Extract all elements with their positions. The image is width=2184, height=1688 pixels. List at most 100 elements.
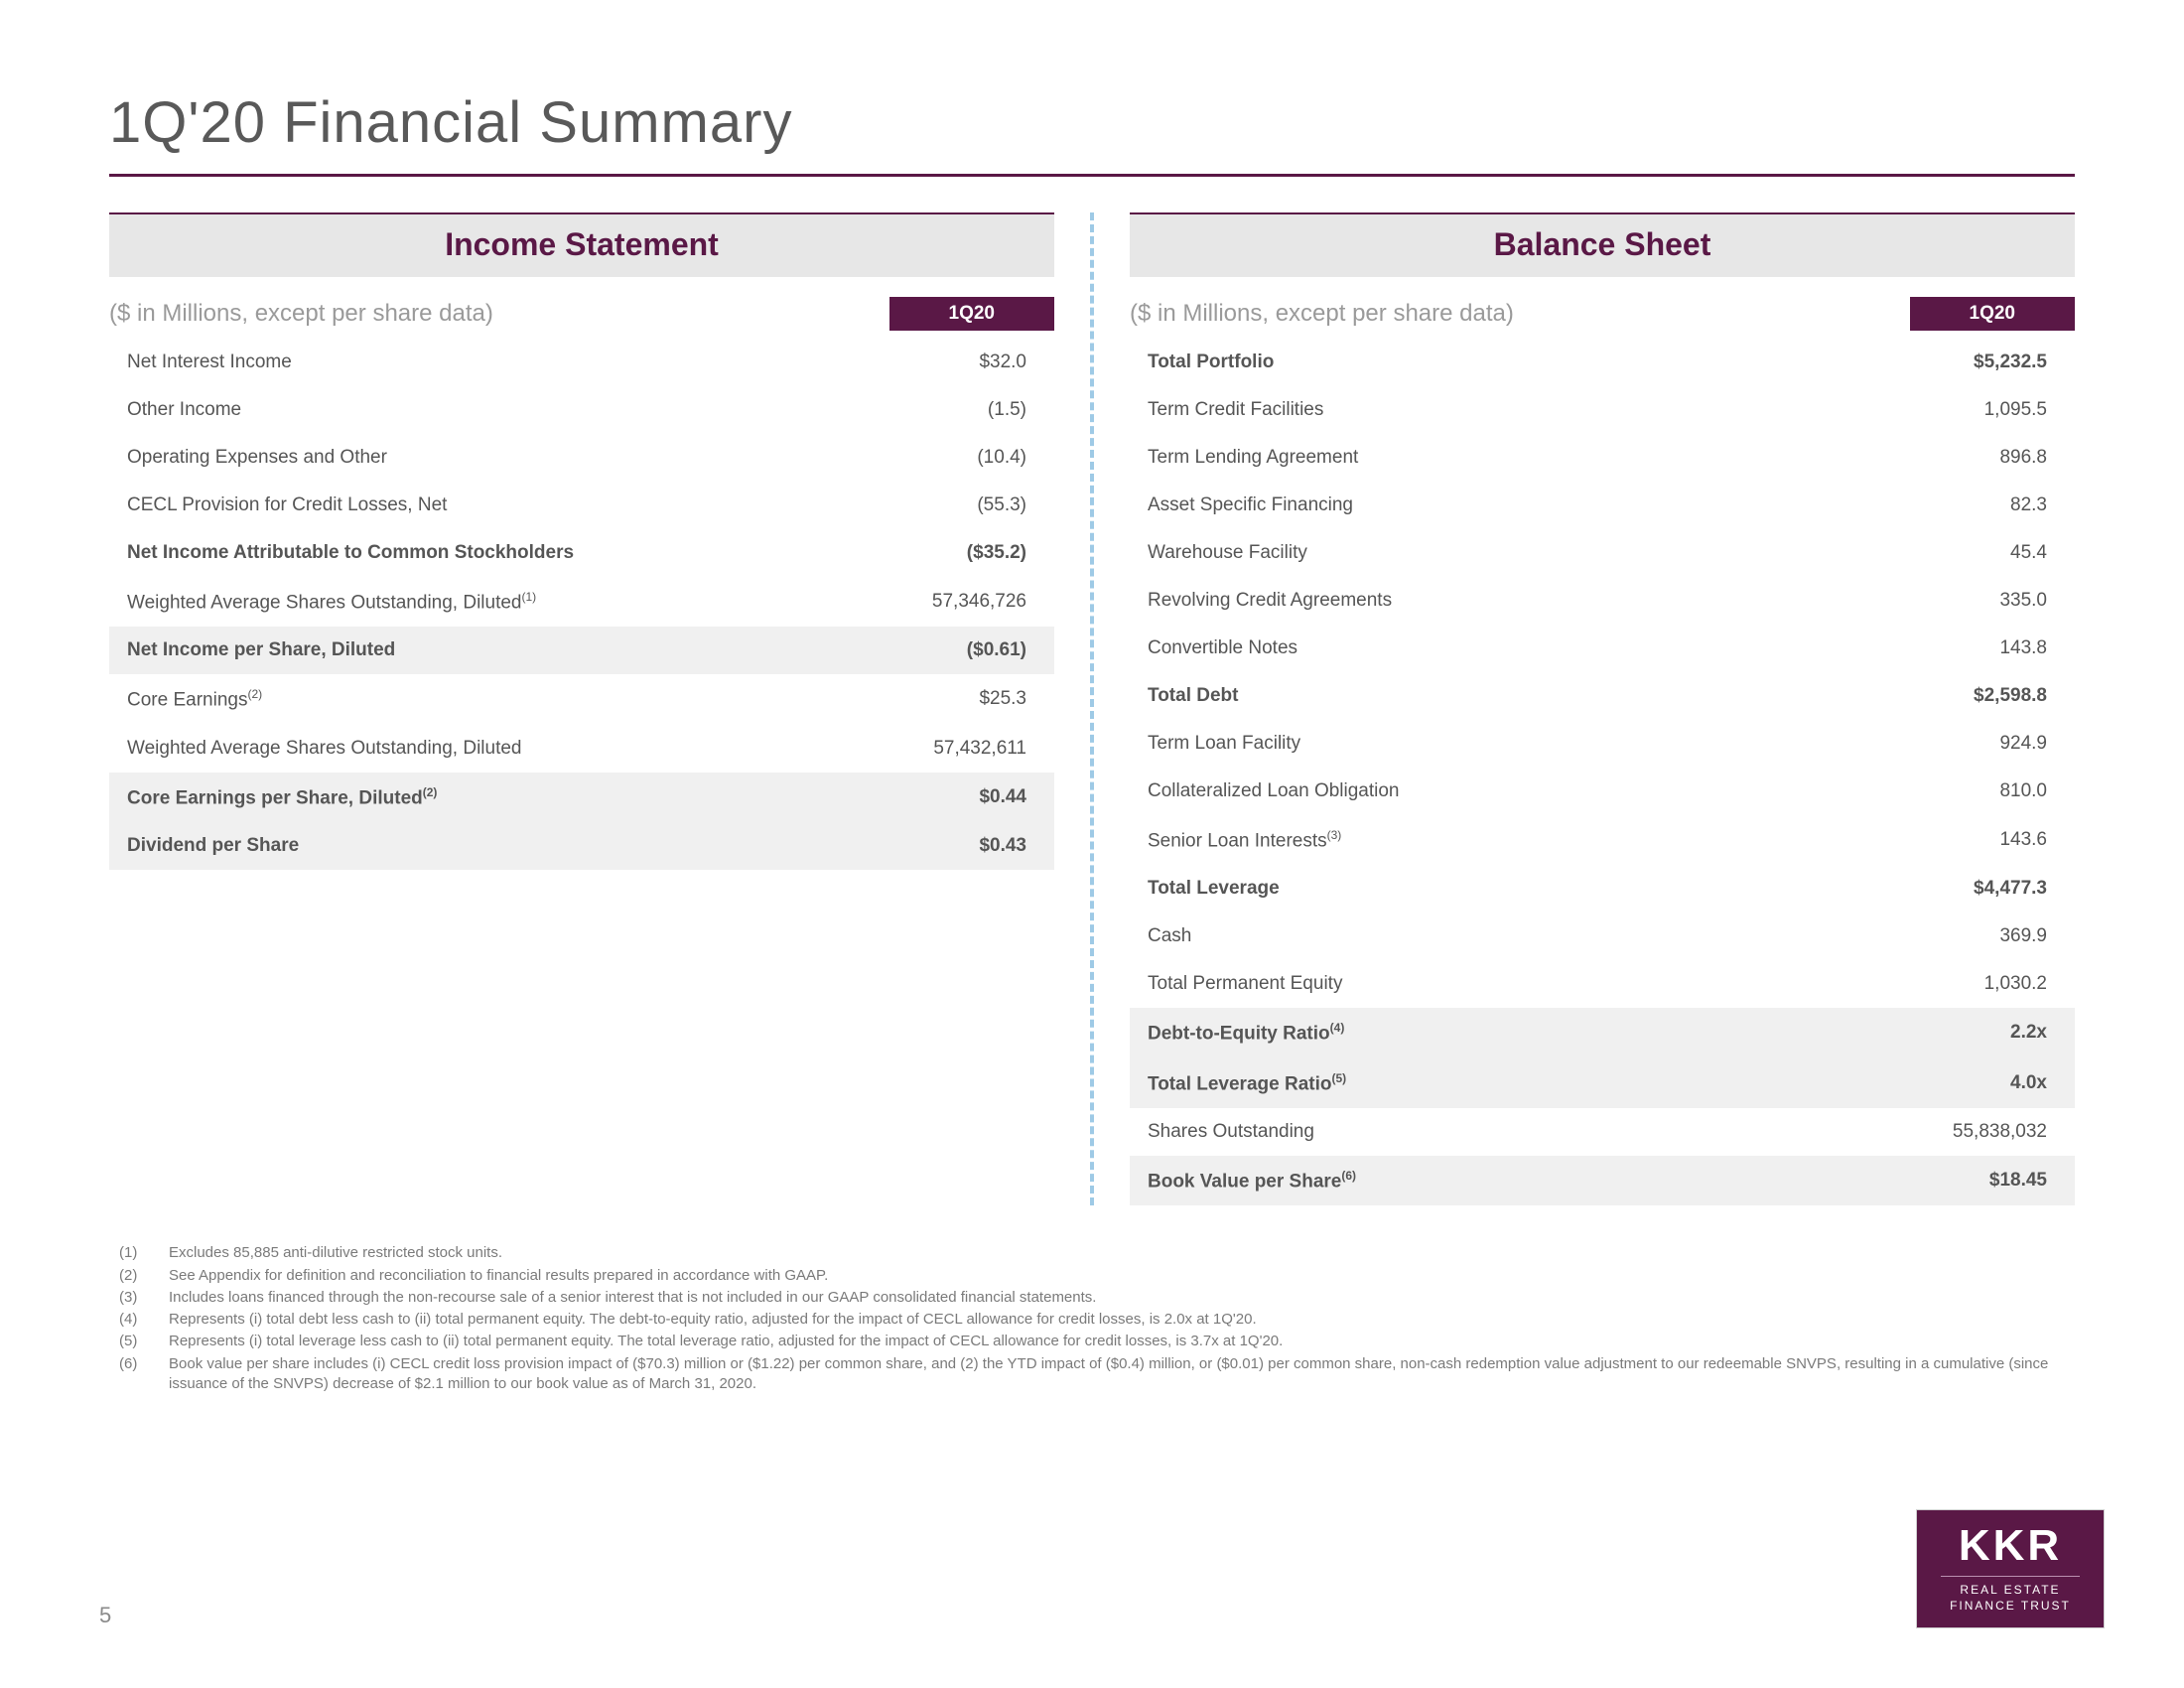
row-label: Revolving Credit Agreements	[1130, 577, 1817, 625]
row-value: 143.6	[1817, 815, 2075, 865]
footnote-text: Represents (i) total debt less cash to (…	[169, 1310, 2065, 1330]
row-label: Collateralized Loan Obligation	[1130, 768, 1817, 815]
row-value: 369.9	[1817, 913, 2075, 960]
balance-period-pill: 1Q20	[1910, 297, 2075, 331]
table-row: Shares Outstanding55,838,032	[1130, 1108, 2075, 1156]
table-row: Net Income Attributable to Common Stockh…	[109, 529, 1054, 577]
table-row: Total Debt$2,598.8	[1130, 672, 2075, 720]
table-row: Asset Specific Financing82.3	[1130, 482, 2075, 529]
row-value: 1,030.2	[1817, 960, 2075, 1008]
income-column: Income Statement ($ in Millions, except …	[109, 212, 1054, 1205]
row-value: 810.0	[1817, 768, 2075, 815]
row-label: Total Debt	[1130, 672, 1817, 720]
row-label: Core Earnings per Share, Diluted(2)	[109, 773, 796, 822]
row-value: 924.9	[1817, 720, 2075, 768]
footnote-text: Book value per share includes (i) CECL c…	[169, 1354, 2065, 1395]
row-value: 57,432,611	[796, 725, 1054, 773]
footnote-number: (3)	[119, 1288, 151, 1308]
row-value: 4.0x	[1817, 1058, 2075, 1108]
row-value: $5,232.5	[1817, 339, 2075, 386]
table-row: Debt-to-Equity Ratio(4)2.2x	[1130, 1008, 2075, 1057]
footnote: (6)Book value per share includes (i) CEC…	[119, 1354, 2065, 1395]
row-label: Weighted Average Shares Outstanding, Dil…	[109, 577, 796, 627]
footnote-number: (5)	[119, 1332, 151, 1351]
row-value: 45.4	[1817, 529, 2075, 577]
table-row: Operating Expenses and Other(10.4)	[109, 434, 1054, 482]
income-title: Income Statement	[445, 226, 719, 262]
row-value: $4,477.3	[1817, 865, 2075, 913]
income-header: Income Statement	[109, 212, 1054, 277]
footnote-number: (2)	[119, 1266, 151, 1286]
row-label: Asset Specific Financing	[1130, 482, 1817, 529]
row-value: 82.3	[1817, 482, 2075, 529]
row-value: $0.44	[796, 773, 1054, 822]
footnote-ref: (3)	[1327, 828, 1342, 842]
logo-divider	[1941, 1576, 2080, 1577]
footnote-number: (1)	[119, 1243, 151, 1263]
row-value: $25.3	[796, 674, 1054, 724]
row-label: Total Leverage Ratio(5)	[1130, 1058, 1817, 1108]
table-row: Collateralized Loan Obligation810.0	[1130, 768, 2075, 815]
table-row: Net Interest Income$32.0	[109, 339, 1054, 386]
table-row: Dividend per Share$0.43	[109, 822, 1054, 870]
column-divider	[1090, 212, 1094, 1205]
footnotes: (1) Excludes 85,885 anti-dilutive restric…	[109, 1243, 2075, 1394]
row-label: Total Portfolio	[1130, 339, 1817, 386]
table-row: Senior Loan Interests(3)143.6	[1130, 815, 2075, 865]
row-label: Warehouse Facility	[1130, 529, 1817, 577]
table-row: Term Credit Facilities1,095.5	[1130, 386, 2075, 434]
row-label: Senior Loan Interests(3)	[1130, 815, 1817, 865]
row-label: Term Credit Facilities	[1130, 386, 1817, 434]
table-row: Total Permanent Equity1,030.2	[1130, 960, 2075, 1008]
row-value: 335.0	[1817, 577, 2075, 625]
footnote-text: Represents (i) total leverage less cash …	[169, 1332, 2065, 1351]
row-value: 896.8	[1817, 434, 2075, 482]
row-value: 2.2x	[1817, 1008, 2075, 1057]
row-label: Core Earnings(2)	[109, 674, 796, 724]
footnote: (3)Includes loans financed through the n…	[119, 1288, 2065, 1308]
row-label: Net Income per Share, Diluted	[109, 627, 796, 674]
row-label: Total Leverage	[1130, 865, 1817, 913]
table-row: Core Earnings per Share, Diluted(2)$0.44	[109, 773, 1054, 822]
income-subhead-row: ($ in Millions, except per share data) 1…	[109, 291, 1054, 339]
row-value: $18.45	[1817, 1156, 2075, 1205]
footnote-text: Excludes 85,885 anti-dilutive restricted…	[169, 1243, 2065, 1263]
logo-sub1: REAL ESTATE	[1950, 1583, 2071, 1599]
row-value: 57,346,726	[796, 577, 1054, 627]
table-row: Total Leverage$4,477.3	[1130, 865, 2075, 913]
row-label: Operating Expenses and Other	[109, 434, 796, 482]
table-row: Net Income per Share, Diluted($0.61)	[109, 627, 1054, 674]
table-row: Term Lending Agreement896.8	[1130, 434, 2075, 482]
income-table: Net Interest Income$32.0Other Income(1.5…	[109, 339, 1054, 870]
row-label: CECL Provision for Credit Losses, Net	[109, 482, 796, 529]
table-row: Weighted Average Shares Outstanding, Dil…	[109, 577, 1054, 627]
table-row: Term Loan Facility924.9	[1130, 720, 2075, 768]
columns: Income Statement ($ in Millions, except …	[109, 212, 2075, 1205]
table-row: Weighted Average Shares Outstanding, Dil…	[109, 725, 1054, 773]
row-label: Dividend per Share	[109, 822, 796, 870]
footnote-ref: (2)	[423, 785, 438, 799]
logo-main: KKR	[1959, 1524, 2062, 1568]
row-label: Net Interest Income	[109, 339, 796, 386]
row-value: 55,838,032	[1817, 1108, 2075, 1156]
footnote-ref: (2)	[247, 687, 262, 701]
row-value: (55.3)	[796, 482, 1054, 529]
footnote-ref: (5)	[1331, 1071, 1346, 1085]
row-value: ($0.61)	[796, 627, 1054, 674]
row-value: (1.5)	[796, 386, 1054, 434]
row-label: Book Value per Share(6)	[1130, 1156, 1817, 1205]
row-label: Term Lending Agreement	[1130, 434, 1817, 482]
table-row: Other Income(1.5)	[109, 386, 1054, 434]
row-label: Other Income	[109, 386, 796, 434]
row-label: Shares Outstanding	[1130, 1108, 1817, 1156]
page-title: 1Q'20 Financial Summary	[109, 89, 2075, 177]
balance-header: Balance Sheet	[1130, 212, 2075, 277]
row-value: $2,598.8	[1817, 672, 2075, 720]
row-value: 143.8	[1817, 625, 2075, 672]
footnote: (5) Represents (i) total leverage less ca…	[119, 1332, 2065, 1351]
logo-sub: REAL ESTATE FINANCE TRUST	[1950, 1583, 2071, 1614]
row-label: Convertible Notes	[1130, 625, 1817, 672]
row-label: Debt-to-Equity Ratio(4)	[1130, 1008, 1817, 1057]
row-value: ($35.2)	[796, 529, 1054, 577]
row-label: Total Permanent Equity	[1130, 960, 1817, 1008]
